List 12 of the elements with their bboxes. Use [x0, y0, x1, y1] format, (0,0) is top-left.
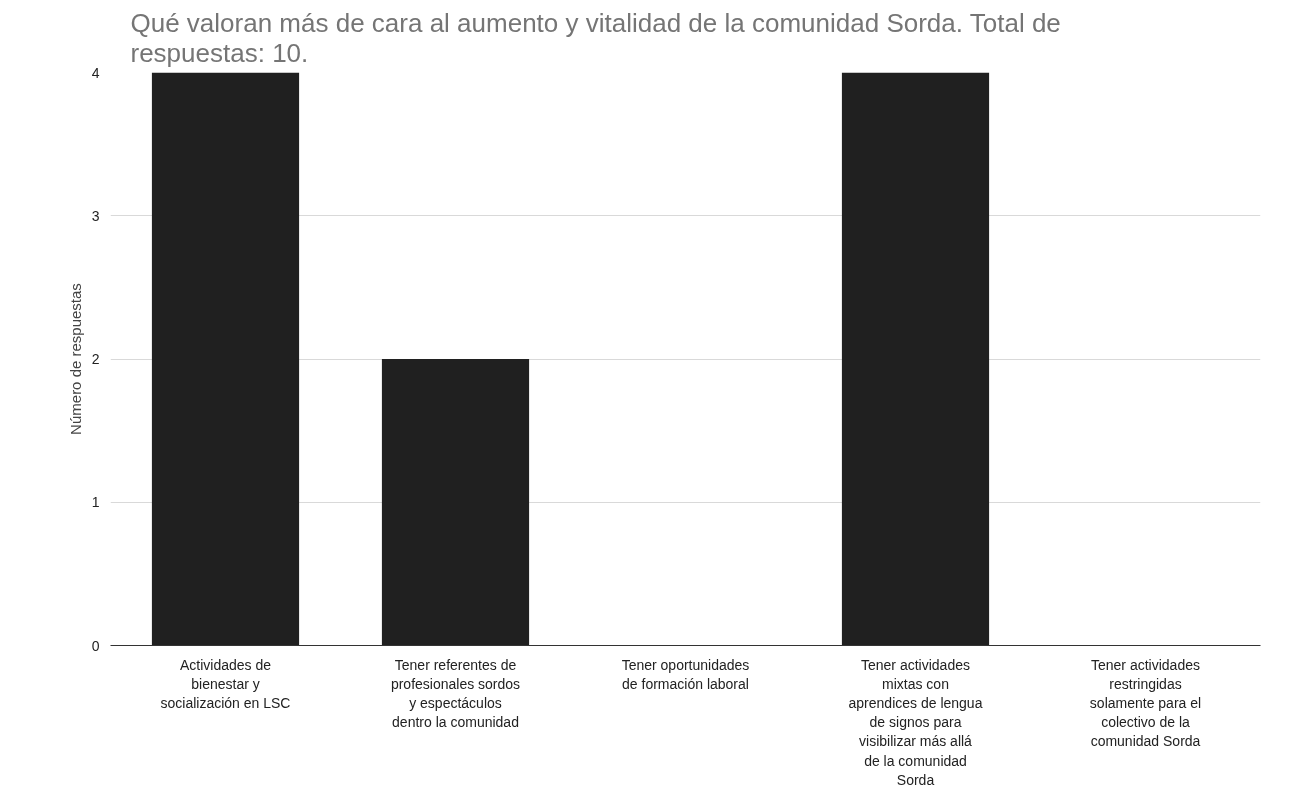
x-tick-label: Tener oportunidades de formación laboral	[621, 656, 750, 692]
x-tick-label: Actividades de bienestar y socialización en LSC	[160, 656, 291, 711]
y-axis-title: Número de respuestas	[66, 283, 84, 435]
x-tick-label: Tener referentes de profesionales sordos y espectáculos dentro la comunidad	[390, 656, 521, 731]
y-tick-label: 3	[91, 207, 100, 224]
y-tick-label: 4	[91, 64, 100, 81]
x-tick-label: Tener actividades restringidas solamente para el colectivo de la comunidad Sorda	[1089, 656, 1202, 750]
y-tick-label: 2	[91, 351, 100, 367]
x-tick-label: Tener actividades mixtas con aprendices de lengua de signos para visibilizar más allá de la comunidad Sorda	[848, 656, 983, 788]
chart-title: Qué valoran más de cara al aumento y vitalidad de la comunidad Sorda. Total de respuestas: 10.	[130, 7, 1061, 68]
y-tick-label: 0	[91, 637, 100, 654]
y-tick-label: 1	[91, 494, 100, 511]
